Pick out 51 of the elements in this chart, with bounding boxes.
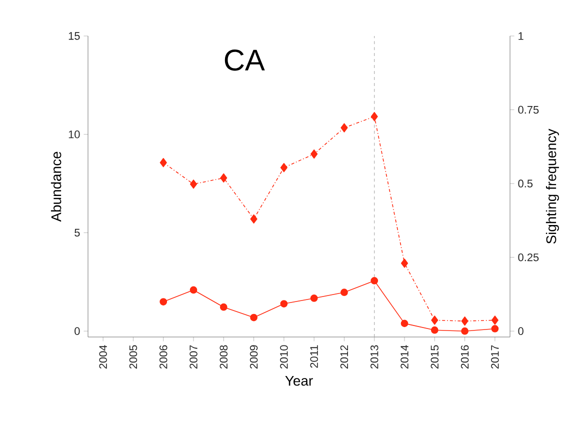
point bbox=[310, 294, 318, 302]
x-tick-label: 2016 bbox=[460, 345, 469, 369]
y2-tick-label: 0.25 bbox=[518, 253, 539, 262]
y-tick-label: 0 bbox=[74, 327, 80, 335]
x-tick-label: 2010 bbox=[280, 345, 288, 369]
point bbox=[160, 298, 168, 306]
x-tick-label: 2008 bbox=[220, 345, 228, 369]
x-tick-label: 2017 bbox=[491, 345, 499, 369]
y-tick-label: 15 bbox=[68, 32, 80, 40]
y2-axis-title: Sighting frequency bbox=[546, 128, 559, 244]
x-tick-label: 2006 bbox=[159, 345, 168, 369]
point bbox=[491, 316, 498, 325]
point bbox=[190, 180, 198, 189]
x-tick-label: 2013 bbox=[370, 345, 378, 369]
point bbox=[190, 286, 198, 294]
x-tick-label: 2011 bbox=[310, 345, 318, 368]
point bbox=[340, 123, 348, 132]
x-tick-label: 2005 bbox=[129, 345, 138, 369]
point bbox=[280, 300, 288, 308]
point bbox=[491, 325, 499, 332]
x-tick-label: 2015 bbox=[430, 345, 439, 369]
point bbox=[220, 173, 228, 183]
point bbox=[370, 277, 378, 284]
x-tick-label: 2012 bbox=[340, 345, 348, 369]
y2-tick-label: 0 bbox=[518, 327, 524, 335]
x-tick-label: 2007 bbox=[190, 345, 198, 369]
point bbox=[461, 316, 468, 326]
point bbox=[431, 316, 438, 325]
point bbox=[340, 288, 348, 296]
y2-tick-label: 0.75 bbox=[518, 106, 539, 114]
point bbox=[280, 163, 288, 172]
point bbox=[310, 149, 318, 159]
y-axis-title: Abundance bbox=[50, 152, 62, 222]
x-axis-title: Year bbox=[285, 376, 313, 386]
point bbox=[370, 112, 378, 122]
point bbox=[160, 158, 167, 168]
x-tick-label: 2014 bbox=[400, 345, 408, 369]
point bbox=[220, 303, 228, 311]
x-tick-label: 2004 bbox=[99, 345, 107, 369]
y-tick-label: 10 bbox=[68, 130, 80, 138]
y-tick-label: 5 bbox=[74, 228, 80, 237]
x-tick-label: 2009 bbox=[250, 345, 258, 369]
y2-tick-label: 1 bbox=[518, 32, 524, 40]
y2-tick-label: 0.5 bbox=[518, 180, 533, 188]
point bbox=[400, 320, 408, 328]
point bbox=[400, 258, 408, 268]
point bbox=[430, 326, 438, 334]
point bbox=[250, 314, 258, 322]
point bbox=[461, 327, 468, 335]
point bbox=[250, 214, 258, 224]
chart-title: CA bbox=[224, 50, 265, 71]
